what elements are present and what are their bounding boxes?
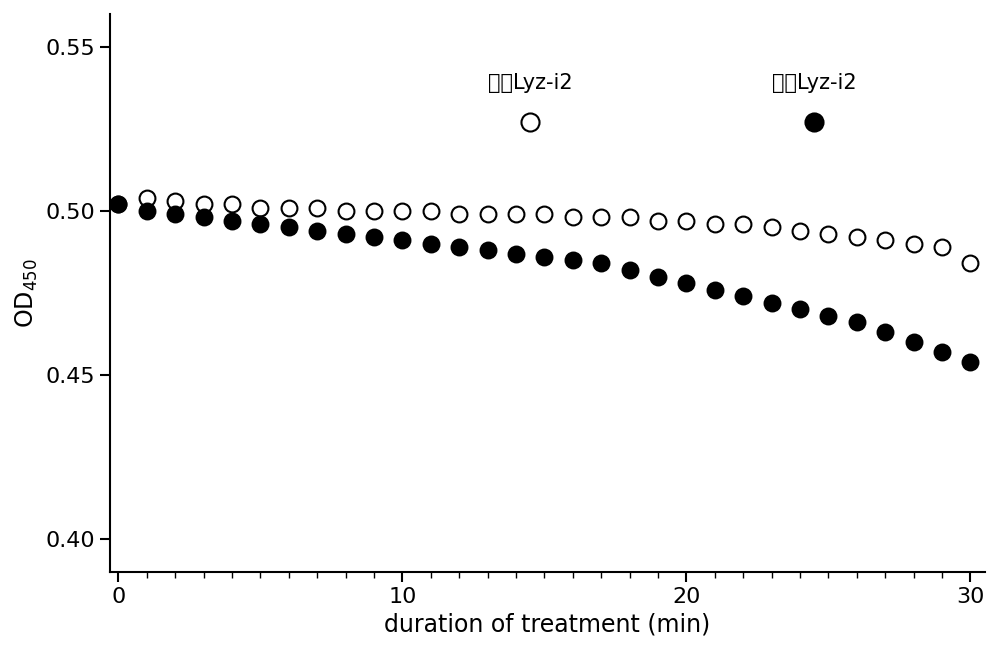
Y-axis label: OD$_{450}$: OD$_{450}$ <box>14 258 40 328</box>
Point <box>820 229 836 239</box>
Text: 长型Lyz-i2: 长型Lyz-i2 <box>488 73 573 93</box>
Point <box>196 213 212 223</box>
Point <box>678 278 694 289</box>
Point <box>849 232 865 242</box>
Point <box>962 357 978 367</box>
Point <box>565 213 581 223</box>
Point <box>806 117 822 127</box>
Point <box>451 209 467 219</box>
Point <box>622 213 638 223</box>
Point <box>792 226 808 236</box>
Point <box>764 298 780 308</box>
X-axis label: duration of treatment (min): duration of treatment (min) <box>384 612 710 636</box>
Point <box>366 205 382 216</box>
Point <box>338 205 354 216</box>
Point <box>110 199 126 209</box>
Point <box>394 205 410 216</box>
Point <box>252 202 268 213</box>
Point <box>522 117 538 127</box>
Point <box>480 245 496 255</box>
Point <box>139 192 155 203</box>
Point <box>338 229 354 239</box>
Point <box>196 199 212 209</box>
Point <box>593 258 609 268</box>
Point <box>309 226 325 236</box>
Point <box>678 216 694 226</box>
Point <box>508 248 524 259</box>
Point <box>906 239 922 249</box>
Point <box>650 271 666 281</box>
Point <box>110 199 126 209</box>
Point <box>394 235 410 246</box>
Point <box>906 337 922 347</box>
Point <box>423 205 439 216</box>
Point <box>735 219 751 229</box>
Point <box>281 202 297 213</box>
Point <box>735 291 751 302</box>
Point <box>934 242 950 252</box>
Point <box>167 196 183 206</box>
Point <box>281 222 297 233</box>
Point <box>536 209 552 219</box>
Point <box>764 222 780 233</box>
Point <box>508 209 524 219</box>
Point <box>309 202 325 213</box>
Point <box>480 209 496 219</box>
Point <box>423 239 439 249</box>
Point <box>536 252 552 262</box>
Point <box>792 304 808 315</box>
Point <box>877 235 893 246</box>
Point <box>622 265 638 275</box>
Point <box>224 216 240 226</box>
Point <box>167 209 183 219</box>
Point <box>962 258 978 268</box>
Point <box>877 327 893 337</box>
Point <box>224 199 240 209</box>
Point <box>565 255 581 265</box>
Point <box>139 205 155 216</box>
Point <box>650 216 666 226</box>
Point <box>252 219 268 229</box>
Point <box>707 219 723 229</box>
Point <box>849 317 865 328</box>
Point <box>366 232 382 242</box>
Point <box>707 285 723 295</box>
Point <box>451 242 467 252</box>
Text: 短型Lyz-i2: 短型Lyz-i2 <box>772 73 856 93</box>
Point <box>593 213 609 223</box>
Point <box>820 311 836 321</box>
Point <box>934 347 950 358</box>
